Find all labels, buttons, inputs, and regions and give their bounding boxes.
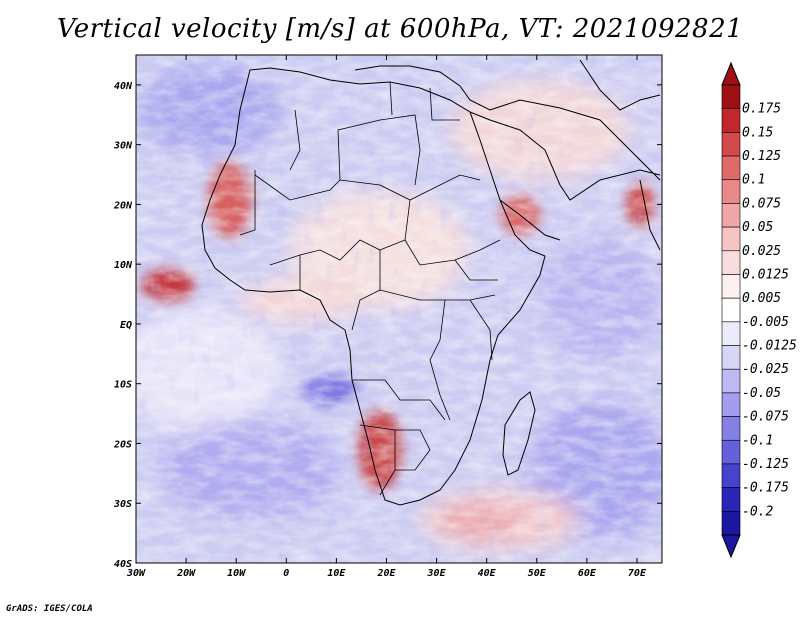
x-tick-label: 70E [628, 568, 647, 579]
colorbar-segment [721, 226, 741, 252]
colorbar-label: -0.125 [742, 457, 789, 472]
colorbar-label: 0.175 [742, 102, 781, 117]
colorbar-label: -0.2 [742, 504, 773, 519]
x-tick-label: 30E [427, 568, 447, 579]
x-tick-label: 30W [126, 568, 146, 579]
colorbar-segment [721, 179, 741, 204]
colorbar-segment [721, 274, 741, 299]
x-tick-label: 20E [376, 568, 396, 579]
colorbar-segment [721, 345, 741, 370]
colorbar-label: 0.025 [742, 244, 781, 259]
y-tick-label: 10S [114, 380, 132, 391]
colorbar-label: -0.075 [742, 410, 789, 425]
y-axis: 40N 30N 20N 10N EQ 10S 20S 30S 40S [113, 81, 662, 570]
colorbar-label: 0.005 [742, 291, 781, 306]
colorbar-segment [721, 511, 741, 536]
colorbar-label: 0.0125 [742, 267, 789, 282]
x-tick-label: 60E [578, 568, 597, 579]
colorbar-segment [721, 392, 741, 417]
colorbar: 0.175 0.15 0.125 0.1 0.075 0.05 0.025 0.0125 0.0… [721, 61, 797, 559]
colorbar-label: -0.025 [742, 362, 789, 377]
colorbar-min-arrow [721, 534, 741, 559]
colorbar-label: 0.05 [742, 220, 773, 235]
y-tick-label: EQ [120, 320, 132, 331]
colorbar-max-arrow [721, 61, 741, 86]
x-tick-label: 40E [478, 568, 497, 579]
colorbar-segment [721, 203, 741, 228]
grads-credit: GrADS: IGES/COLA [6, 604, 93, 614]
colorbar-label: 0.15 [742, 125, 773, 140]
colorbar-label: 0.125 [742, 149, 781, 164]
x-tick-label: 50E [528, 568, 547, 579]
colorbar-label: -0.1 [742, 433, 773, 448]
plot-frame [135, 54, 663, 564]
velocity-field [136, 55, 662, 563]
y-tick-label: 20S [113, 439, 132, 450]
colorbar-segment [721, 250, 741, 275]
x-axis: 30W 20W 10W 0 10E 20E 30E 40E 50E 60E 70E [126, 55, 647, 579]
y-tick-label: 40N [114, 81, 133, 92]
colorbar-segment [721, 463, 741, 488]
colorbar-label: 0.075 [742, 196, 781, 211]
colorbar-label: -0.0125 [742, 339, 797, 354]
colorbar-segment [721, 487, 741, 512]
y-tick-label: 30N [113, 141, 133, 152]
y-tick-label: 20N [113, 200, 133, 211]
colorbar-segment [721, 416, 741, 441]
colorbar-segment [721, 84, 741, 109]
colorbar-segment [721, 439, 741, 465]
x-tick-label: 10E [327, 568, 346, 579]
coastlines [201, 59, 661, 506]
x-tick-label: 10W [227, 568, 246, 579]
colorbar-segment [721, 132, 741, 157]
y-tick-label: 30S [113, 499, 132, 510]
country-borders [239, 81, 501, 496]
x-tick-label: 20W [176, 568, 196, 579]
map-title: Vertical velocity [m/s] at 600hPa, VT: 2… [56, 14, 744, 44]
x-tick-label: 0 [283, 568, 289, 579]
y-tick-label: 40S [114, 559, 132, 570]
colorbar-label: -0.05 [742, 386, 781, 401]
colorbar-segment [721, 108, 741, 133]
colorbar-segment [721, 321, 741, 346]
colorbar-label: -0.005 [742, 315, 789, 330]
colorbar-segment [721, 155, 741, 181]
y-tick-label: 10N [114, 260, 133, 271]
colorbar-label: 0.1 [742, 173, 765, 188]
colorbar-label: -0.175 [742, 481, 789, 496]
colorbar-segment [721, 297, 741, 323]
colorbar-segment [721, 368, 741, 394]
